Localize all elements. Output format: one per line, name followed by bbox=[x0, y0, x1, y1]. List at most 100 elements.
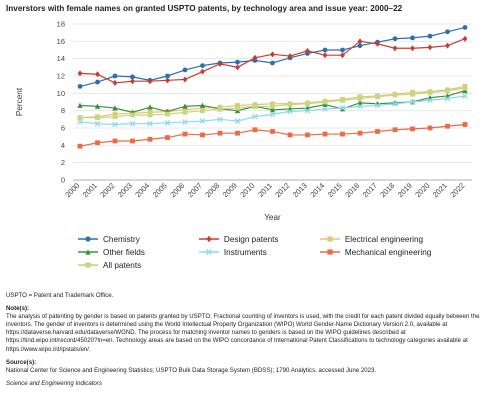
legend-item-all-patents: All patents bbox=[78, 260, 195, 270]
x-tick-label: 2012 bbox=[273, 181, 291, 199]
data-point-instruments bbox=[427, 97, 433, 104]
y-tick-label: 4 bbox=[61, 141, 65, 150]
legend-label: Other fields bbox=[103, 247, 145, 257]
data-point-all-patents bbox=[357, 96, 363, 101]
legend-item-other-fields: Other fields bbox=[78, 247, 195, 257]
note-text: The analysis of patenting by gender is b… bbox=[6, 313, 480, 353]
data-point-instruments bbox=[339, 105, 346, 111]
x-tick-label: 2015 bbox=[326, 181, 344, 199]
data-point-mechanical-engineering bbox=[165, 135, 170, 140]
data-point-chemistry bbox=[235, 59, 240, 65]
abbreviation-note: USPTO = Patent and Trademark Office. bbox=[6, 292, 114, 299]
data-point-instruments bbox=[444, 95, 451, 102]
x-tick-label: 2011 bbox=[256, 181, 274, 199]
data-point-design-patents bbox=[357, 38, 363, 45]
x-tick-label: 2019 bbox=[396, 181, 414, 199]
y-tick-label: 18 bbox=[57, 20, 65, 29]
x-tick-label: 2018 bbox=[378, 181, 396, 199]
data-point-all-patents bbox=[235, 105, 240, 111]
legend-swatch-instruments bbox=[198, 248, 219, 256]
data-point-chemistry bbox=[445, 29, 450, 35]
data-point-mechanical-engineering bbox=[392, 127, 398, 133]
x-tick-label: 2016 bbox=[343, 181, 361, 199]
data-point-instruments bbox=[182, 119, 188, 125]
y-tick-label: 10 bbox=[57, 89, 65, 98]
data-point-all-patents bbox=[147, 112, 153, 118]
data-point-design-patents bbox=[287, 53, 293, 60]
data-point-all-patents bbox=[95, 115, 100, 120]
data-point-mechanical-engineering bbox=[182, 131, 188, 137]
data-point-instruments bbox=[322, 106, 328, 112]
data-point-design-patents bbox=[427, 44, 433, 51]
data-point-design-patents bbox=[147, 78, 153, 85]
data-point-chemistry bbox=[270, 60, 275, 66]
data-point-all-patents bbox=[392, 92, 398, 98]
data-point-instruments bbox=[269, 111, 276, 117]
data-point-instruments bbox=[304, 107, 311, 114]
data-point-all-patents bbox=[410, 91, 415, 97]
data-point-chemistry bbox=[322, 47, 328, 53]
legend-swatch-other-fields bbox=[78, 249, 98, 255]
data-point-chemistry bbox=[340, 47, 345, 53]
x-tick-label: 2014 bbox=[308, 181, 326, 199]
data-point-all-patents bbox=[427, 90, 433, 95]
data-point-instruments bbox=[357, 103, 363, 110]
data-point-other-fields bbox=[112, 105, 118, 111]
data-point-all-patents bbox=[375, 94, 380, 100]
data-point-all-patents bbox=[270, 103, 275, 109]
y-tick-label: 0 bbox=[61, 176, 65, 185]
data-point-chemistry bbox=[427, 33, 433, 39]
data-point-all-patents bbox=[287, 102, 293, 107]
data-point-other-fields bbox=[77, 102, 83, 108]
data-point-mechanical-engineering bbox=[235, 130, 240, 136]
x-tick-label: 2022 bbox=[448, 181, 466, 199]
data-point-instruments bbox=[462, 93, 468, 99]
data-point-other-fields bbox=[182, 103, 188, 109]
data-point-instruments bbox=[217, 116, 223, 123]
data-point-all-patents bbox=[77, 115, 83, 120]
source-text: National Center for Science and Engineer… bbox=[6, 366, 377, 374]
data-point-electrical-engineering bbox=[235, 103, 240, 108]
chart-notes: USPTO = Patent and Trademark Office. Not… bbox=[6, 292, 494, 388]
data-point-instruments bbox=[112, 121, 118, 128]
data-point-other-fields bbox=[357, 100, 363, 106]
data-point-electrical-engineering bbox=[270, 101, 275, 107]
data-point-design-patents bbox=[340, 52, 345, 59]
data-point-chemistry bbox=[410, 35, 415, 41]
legend-label: Chemistry bbox=[103, 234, 140, 244]
data-point-all-patents bbox=[200, 108, 205, 114]
legend-label: Instruments bbox=[223, 247, 267, 257]
data-point-all-patents bbox=[112, 114, 118, 120]
data-point-design-patents bbox=[130, 78, 135, 85]
y-tick-label: 8 bbox=[61, 106, 65, 115]
data-point-other-fields bbox=[199, 102, 206, 108]
x-tick-label: 2007 bbox=[186, 181, 204, 199]
data-point-mechanical-engineering bbox=[462, 122, 468, 127]
x-tick-label: 2000 bbox=[63, 181, 81, 199]
data-point-all-patents bbox=[252, 103, 258, 109]
data-point-electrical-engineering bbox=[200, 105, 205, 111]
data-point-instruments bbox=[164, 119, 171, 126]
data-point-mechanical-engineering bbox=[305, 132, 310, 138]
y-axis-label: Percent bbox=[15, 87, 24, 116]
source-heading: Source(s): bbox=[6, 358, 37, 366]
data-point-chemistry bbox=[95, 79, 100, 85]
data-point-all-patents bbox=[322, 99, 328, 105]
data-point-chemistry bbox=[182, 67, 188, 73]
data-point-other-fields bbox=[269, 107, 276, 113]
x-tick-label: 2001 bbox=[81, 181, 99, 199]
data-point-design-patents bbox=[235, 64, 240, 71]
legend-label: All patents bbox=[103, 260, 142, 270]
legend-item-mechanical-engineering: Mechanical engineering bbox=[319, 247, 458, 257]
data-point-design-patents bbox=[305, 47, 310, 54]
data-point-mechanical-engineering bbox=[270, 129, 275, 134]
legend-item-electrical-engineering: Electrical engineering bbox=[319, 234, 458, 244]
data-point-design-patents bbox=[252, 54, 258, 61]
data-point-design-patents bbox=[182, 76, 188, 83]
x-tick-label: 2010 bbox=[238, 181, 256, 199]
data-point-instruments bbox=[234, 118, 241, 124]
data-point-chemistry bbox=[77, 84, 83, 89]
chart-legend: Chemistry Design patents Electrical engine… bbox=[78, 234, 458, 270]
publication-name: Science and Engineering Indicators bbox=[6, 379, 102, 387]
data-point-mechanical-engineering bbox=[340, 131, 345, 137]
